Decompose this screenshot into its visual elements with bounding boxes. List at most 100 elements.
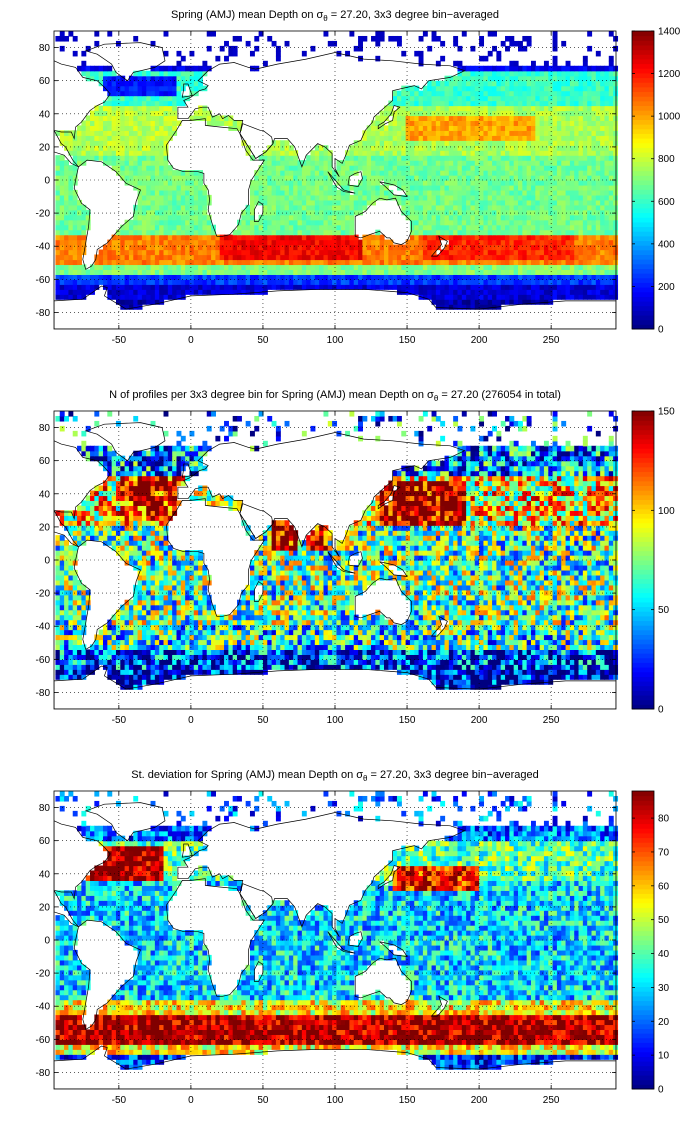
- heatmap-cell: [68, 189, 74, 196]
- heatmap-cell: [522, 105, 528, 112]
- heatmap-cell: [167, 189, 173, 196]
- heatmap-cell: [518, 279, 523, 285]
- heatmap-cell: [505, 199, 510, 206]
- heatmap-cell: [275, 199, 281, 206]
- heatmap-cell: [345, 274, 351, 280]
- heatmap-cell: [124, 105, 130, 112]
- heatmap-cell: [556, 135, 562, 141]
- heatmap-cell: [444, 175, 450, 181]
- heatmap-cell: [115, 155, 121, 161]
- heatmap-cell: [383, 140, 389, 146]
- heatmap-cell: [98, 130, 104, 136]
- heatmap-cell: [241, 269, 247, 275]
- heatmap-cell: [180, 219, 186, 226]
- heatmap-cell: [306, 244, 312, 251]
- heatmap-cell: [518, 299, 523, 305]
- heatmap-cell: [198, 175, 204, 181]
- heatmap-cell: [613, 80, 619, 87]
- heatmap-cell: [500, 289, 506, 295]
- heatmap-cell: [513, 125, 519, 131]
- heatmap-cell: [154, 199, 160, 206]
- heatmap-cell: [59, 189, 65, 196]
- heatmap-cell: [483, 224, 489, 231]
- heatmap-cell: [358, 150, 363, 156]
- heatmap-cell: [604, 294, 610, 300]
- heatmap-cell: [249, 234, 255, 241]
- heatmap-cell: [219, 244, 225, 251]
- heatmap-cell: [492, 80, 497, 87]
- heatmap-cell: [232, 279, 238, 285]
- heatmap-cell: [146, 95, 152, 102]
- heatmap-cell: [574, 284, 580, 290]
- heatmap-cell: [146, 209, 152, 216]
- heatmap-cell: [561, 274, 567, 280]
- heatmap-cell: [479, 35, 485, 42]
- heatmap-cell: [604, 95, 610, 102]
- heatmap-cell: [332, 239, 338, 246]
- heatmap-cell: [185, 224, 191, 231]
- heatmap-cell: [479, 199, 485, 206]
- heatmap-cell: [288, 274, 294, 280]
- heatmap-cell: [530, 105, 536, 112]
- heatmap-cell: [167, 229, 173, 236]
- heatmap-cell: [288, 249, 294, 256]
- heatmap-cell: [483, 239, 489, 246]
- heatmap-cell: [401, 145, 407, 151]
- heatmap-cell: [457, 110, 463, 117]
- heatmap-cell: [206, 274, 212, 280]
- heatmap-cell: [115, 244, 121, 251]
- heatmap-cell: [314, 199, 320, 206]
- heatmap-cell: [254, 264, 260, 270]
- heatmap-cell: [388, 145, 394, 151]
- heatmap-cell: [608, 194, 614, 201]
- heatmap-cell: [496, 155, 502, 161]
- heatmap-cell: [115, 140, 121, 146]
- heatmap-cell: [461, 254, 467, 261]
- heatmap-cell: [124, 229, 130, 236]
- heatmap-cell: [154, 135, 160, 141]
- heatmap-cell: [267, 239, 273, 246]
- heatmap-cell: [513, 175, 519, 181]
- heatmap-cell: [574, 279, 580, 285]
- heatmap-cell: [595, 110, 601, 117]
- heatmap-cell: [349, 234, 355, 241]
- heatmap-cell: [414, 264, 420, 270]
- heatmap-cell: [128, 120, 134, 126]
- heatmap-cell: [94, 135, 100, 141]
- heatmap-cell: [418, 115, 424, 121]
- heatmap-cell: [448, 209, 454, 216]
- colorbar-segment: [632, 324, 654, 330]
- heatmap-cell: [68, 135, 74, 141]
- heatmap-cell: [448, 155, 454, 161]
- heatmap-cell: [518, 40, 523, 47]
- heatmap-cell: [332, 184, 338, 191]
- heatmap-cell: [509, 184, 515, 191]
- heatmap-cell: [336, 239, 342, 246]
- heatmap-cell: [582, 115, 588, 121]
- heatmap-cell: [578, 284, 584, 290]
- heatmap-cell: [237, 35, 242, 42]
- heatmap-cell: [595, 80, 601, 87]
- heatmap-cell: [604, 189, 610, 196]
- heatmap-cell: [565, 289, 571, 295]
- heatmap-cell: [453, 189, 459, 196]
- heatmap-cell: [154, 224, 160, 231]
- heatmap-cell: [150, 219, 156, 226]
- heatmap-cell: [245, 249, 251, 256]
- heatmap-cell: [115, 284, 121, 290]
- heatmap-cell: [535, 269, 541, 275]
- heatmap-cell: [366, 165, 372, 171]
- heatmap-cell: [543, 80, 549, 87]
- heatmap-cell: [608, 224, 614, 231]
- heatmap-cell: [193, 229, 199, 236]
- heatmap-cell: [340, 244, 346, 251]
- heatmap-cell: [613, 254, 619, 261]
- heatmap-cell: [215, 264, 221, 270]
- heatmap-cell: [565, 120, 571, 126]
- heatmap-cell: [453, 75, 459, 82]
- heatmap-cell: [202, 264, 208, 270]
- heatmap-cell: [500, 184, 506, 191]
- heatmap-cell: [167, 70, 173, 77]
- heatmap-cell: [539, 214, 545, 221]
- heatmap-cell: [513, 95, 519, 102]
